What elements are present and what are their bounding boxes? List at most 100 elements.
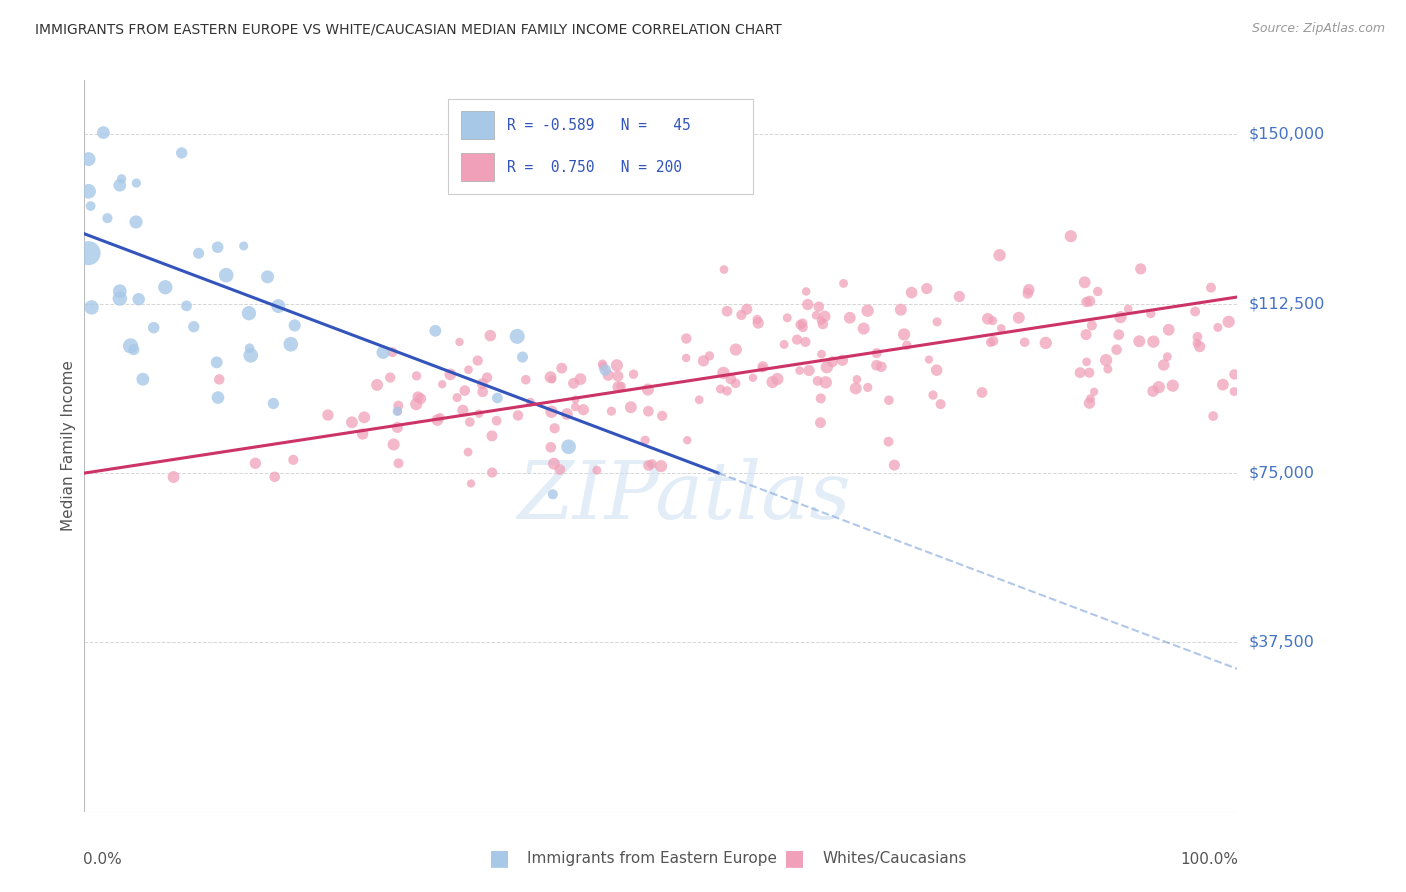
Point (1139, 307, 1161, 321)
Point (692, 354, 714, 368)
Point (915, 281, 938, 295)
Point (381, 345, 404, 359)
Point (120, 339, 142, 353)
Point (426, 413, 449, 427)
Point (405, 397, 427, 411)
Point (709, 382, 731, 396)
Point (541, 487, 564, 501)
Point (1069, 366, 1091, 380)
Point (792, 317, 814, 331)
Point (486, 391, 509, 405)
Point (724, 376, 747, 391)
Point (1017, 286, 1039, 301)
Point (751, 361, 773, 376)
Point (970, 385, 993, 400)
Point (810, 347, 832, 361)
Point (918, 352, 941, 367)
Point (1018, 283, 1040, 297)
Point (1223, 384, 1246, 399)
Point (543, 421, 565, 435)
Point (108, 292, 131, 306)
Point (806, 374, 828, 388)
Point (623, 368, 645, 382)
Point (451, 403, 474, 417)
Point (807, 300, 830, 314)
Point (569, 372, 592, 386)
Point (675, 351, 697, 365)
Point (610, 379, 633, 393)
Point (1095, 353, 1118, 368)
Point (1129, 261, 1152, 276)
Point (471, 376, 494, 391)
Point (977, 311, 1000, 326)
Point (205, 355, 228, 369)
Text: 100.0%: 100.0% (1181, 852, 1239, 867)
Point (925, 363, 948, 377)
Point (155, 280, 177, 294)
Point (543, 457, 565, 471)
Point (1156, 350, 1178, 364)
Point (766, 372, 789, 386)
Point (239, 348, 262, 362)
Point (1202, 409, 1225, 423)
Point (724, 343, 747, 357)
Point (591, 357, 613, 371)
Point (794, 285, 817, 299)
Point (1087, 285, 1109, 299)
Point (845, 381, 868, 395)
Point (1105, 343, 1128, 357)
Point (96, 211, 118, 226)
Text: R =  0.750   N = 200: R = 0.750 N = 200 (508, 160, 682, 175)
Point (1157, 323, 1180, 337)
Point (1128, 334, 1150, 349)
Point (1188, 340, 1211, 354)
Point (1074, 327, 1097, 342)
Point (870, 359, 893, 374)
Point (747, 312, 769, 326)
Point (77, 184, 100, 198)
Point (980, 335, 1002, 350)
Point (1078, 366, 1101, 380)
Point (387, 404, 409, 418)
Point (475, 370, 498, 384)
Point (927, 315, 949, 329)
Point (454, 384, 477, 398)
Point (1035, 335, 1057, 350)
Point (1078, 294, 1101, 309)
Point (471, 384, 494, 399)
Point (572, 402, 595, 417)
Point (1212, 377, 1234, 392)
Point (1108, 327, 1130, 342)
Point (1142, 384, 1164, 399)
Point (1060, 229, 1083, 244)
Point (866, 346, 889, 360)
Point (1008, 310, 1031, 325)
Point (1097, 362, 1119, 376)
Point (125, 215, 148, 229)
Point (675, 332, 697, 346)
Text: Immigrants from Eastern Europe: Immigrants from Eastern Europe (527, 851, 778, 865)
Point (352, 427, 374, 442)
Point (207, 391, 229, 405)
Point (688, 392, 710, 407)
Point (877, 434, 900, 449)
Point (1218, 315, 1240, 329)
Point (832, 277, 855, 291)
Point (387, 399, 409, 413)
Point (713, 262, 735, 277)
Point (382, 437, 405, 451)
Point (794, 334, 817, 349)
Point (1116, 301, 1139, 316)
Point (990, 321, 1012, 335)
Point (519, 395, 541, 409)
Point (245, 456, 267, 470)
Point (716, 304, 738, 318)
Point (170, 145, 193, 160)
Point (893, 327, 915, 342)
Point (551, 361, 574, 376)
Point (340, 415, 363, 429)
Point (176, 299, 198, 313)
Point (479, 328, 502, 343)
Text: ZIPatlas: ZIPatlas (517, 458, 851, 536)
Point (1073, 275, 1095, 289)
